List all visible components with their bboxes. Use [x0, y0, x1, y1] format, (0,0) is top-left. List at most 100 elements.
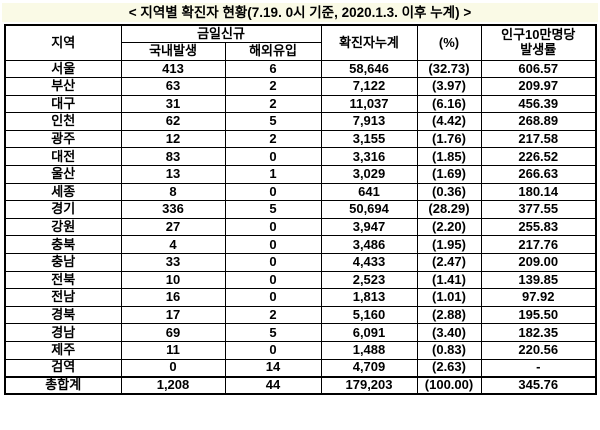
col-header-cumulative: 확진자누계 — [320, 24, 418, 61]
col-header-domestic: 국내발생 — [120, 42, 226, 61]
cell-rate: 255.83 — [480, 217, 597, 237]
cell-region: 충북 — [4, 235, 122, 255]
table-row: 부산 63 2 7,122 (3.97) 209.97 — [4, 77, 597, 96]
table-row: 세종 8 0 641 (0.36) 180.14 — [4, 182, 597, 202]
cell-percent: (1.85) — [416, 147, 482, 167]
cell-imported: 0 — [224, 235, 322, 255]
cell-percent: (32.73) — [416, 59, 482, 79]
cell-imported: 44 — [224, 375, 322, 395]
cell-region: 세종 — [4, 182, 122, 202]
cell-imported: 0 — [224, 288, 322, 307]
cell-rate: 97.92 — [480, 288, 597, 307]
cell-imported: 2 — [224, 77, 322, 96]
table-row: 강원 27 0 3,947 (2.20) 255.83 — [4, 217, 597, 237]
cell-region: 경기 — [4, 200, 122, 219]
col-header-imported: 해외유입 — [224, 42, 322, 61]
cell-rate: 226.52 — [480, 147, 597, 167]
cell-domestic: 1,208 — [120, 375, 226, 395]
table-row: 광주 12 2 3,155 (1.76) 217.58 — [4, 129, 597, 149]
table-row: 대구 31 2 11,037 (6.16) 456.39 — [4, 94, 597, 114]
cell-percent: (0.83) — [416, 341, 482, 360]
rate-header-line1: 인구10만명당 — [501, 27, 576, 43]
cell-rate: 377.55 — [480, 200, 597, 219]
cell-domestic: 0 — [120, 358, 226, 378]
header-row-top: 지역 금일신규 확진자누계 (%) 인구10만명당 발생률 — [4, 24, 597, 61]
cell-rate: 268.89 — [480, 112, 597, 131]
cell-cumulative: 50,694 — [320, 200, 418, 219]
cell-domestic: 31 — [120, 94, 226, 114]
cell-cumulative: 3,029 — [320, 165, 418, 184]
cell-cumulative: 179,203 — [320, 375, 418, 395]
cell-region: 대전 — [4, 147, 122, 167]
table-row: 경기 336 5 50,694 (28.29) 377.55 — [4, 200, 597, 219]
cell-percent: (4.42) — [416, 112, 482, 131]
cell-rate: 345.76 — [480, 375, 597, 395]
table-row: 대전 83 0 3,316 (1.85) 226.52 — [4, 147, 597, 167]
cell-percent: (2.47) — [416, 253, 482, 272]
cell-imported: 5 — [224, 323, 322, 342]
cell-percent: (0.36) — [416, 182, 482, 202]
cell-imported: 0 — [224, 182, 322, 202]
cell-percent: (3.40) — [416, 323, 482, 342]
cell-cumulative: 641 — [320, 182, 418, 202]
cell-region: 전남 — [4, 288, 122, 307]
cell-imported: 0 — [224, 341, 322, 360]
cell-percent: (3.97) — [416, 77, 482, 96]
cell-region: 부산 — [4, 77, 122, 96]
cell-imported: 5 — [224, 112, 322, 131]
cell-domestic: 13 — [120, 165, 226, 184]
cell-region: 대구 — [4, 94, 122, 114]
cell-domestic: 17 — [120, 305, 226, 325]
cell-cumulative: 3,316 — [320, 147, 418, 167]
rate-header-line2: 발생률 — [520, 41, 557, 57]
cell-domestic: 10 — [120, 270, 226, 290]
cell-percent: (6.16) — [416, 94, 482, 114]
table-row: 경남 69 5 6,091 (3.40) 182.35 — [4, 323, 597, 342]
total-row: 총합계 1,208 44 179,203 (100.00) 345.76 — [4, 375, 597, 395]
table-title: < 지역별 확진자 현황(7.19. 0시 기준, 2020.1.3. 이후 누… — [2, 3, 598, 22]
cell-imported: 2 — [224, 94, 322, 114]
cell-rate: 606.57 — [480, 59, 597, 79]
cell-region: 총합계 — [4, 375, 122, 395]
cell-imported: 0 — [224, 147, 322, 167]
table-row: 전남 16 0 1,813 (1.01) 97.92 — [4, 288, 597, 307]
cell-rate: 209.97 — [480, 77, 597, 96]
cell-rate: 139.85 — [480, 270, 597, 290]
cell-cumulative: 3,947 — [320, 217, 418, 237]
cell-rate: 180.14 — [480, 182, 597, 202]
cell-percent: (28.29) — [416, 200, 482, 219]
cell-rate: 456.39 — [480, 94, 597, 114]
cell-imported: 0 — [224, 253, 322, 272]
cell-percent: (1.41) — [416, 270, 482, 290]
cell-rate: 209.00 — [480, 253, 597, 272]
col-header-rate-per-100k: 인구10만명당 발생률 — [480, 24, 597, 61]
table-row: 전북 10 0 2,523 (1.41) 139.85 — [4, 270, 597, 290]
cell-region: 강원 — [4, 217, 122, 237]
cell-imported: 2 — [224, 129, 322, 149]
cell-imported: 0 — [224, 217, 322, 237]
cell-domestic: 69 — [120, 323, 226, 342]
cell-region: 경남 — [4, 323, 122, 342]
cell-domestic: 62 — [120, 112, 226, 131]
cell-domestic: 11 — [120, 341, 226, 360]
table-row: 제주 11 0 1,488 (0.83) 220.56 — [4, 341, 597, 360]
cell-domestic: 27 — [120, 217, 226, 237]
cell-percent: (100.00) — [416, 375, 482, 395]
cell-imported: 5 — [224, 200, 322, 219]
cell-domestic: 12 — [120, 129, 226, 149]
cell-percent: (2.88) — [416, 305, 482, 325]
cell-cumulative: 3,486 — [320, 235, 418, 255]
cell-cumulative: 7,122 — [320, 77, 418, 96]
col-header-percent: (%) — [416, 24, 482, 61]
cell-percent: (2.20) — [416, 217, 482, 237]
table-row: 충북 4 0 3,486 (1.95) 217.76 — [4, 235, 597, 255]
cell-imported: 2 — [224, 305, 322, 325]
cell-domestic: 413 — [120, 59, 226, 79]
cell-imported: 6 — [224, 59, 322, 79]
table-body: 서울 413 6 58,646 (32.73) 606.57 부산 63 2 7,122 (3.97… — [4, 59, 597, 395]
cell-cumulative: 7,913 — [320, 112, 418, 131]
cell-percent: (1.69) — [416, 165, 482, 184]
cell-rate: 266.63 — [480, 165, 597, 184]
cell-cumulative: 58,646 — [320, 59, 418, 79]
